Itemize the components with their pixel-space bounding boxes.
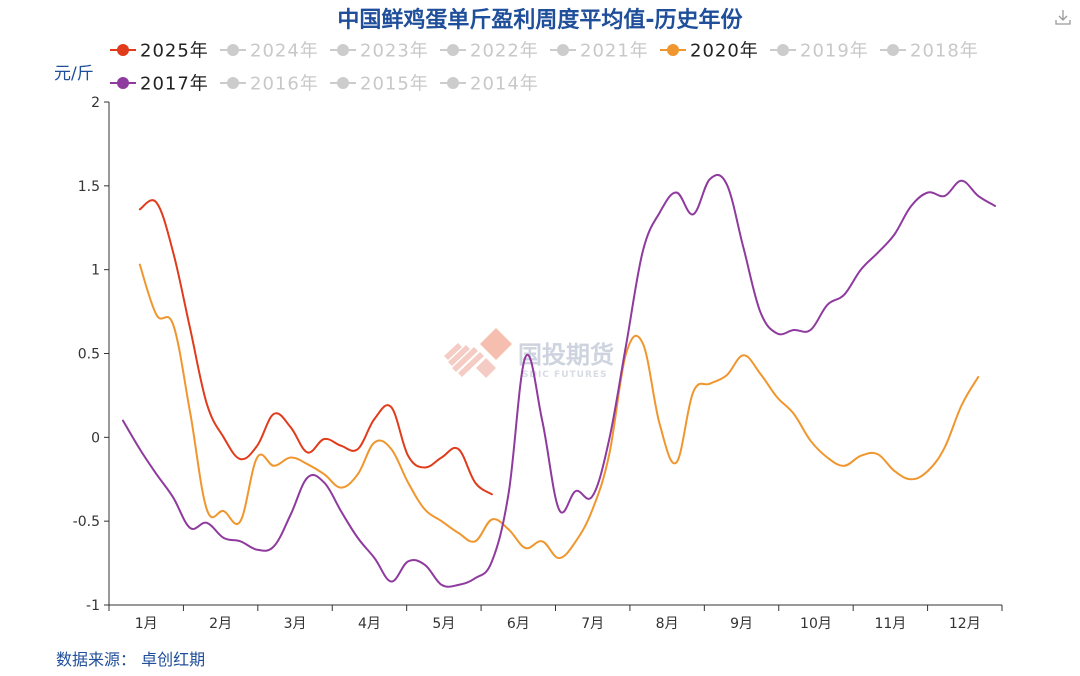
y-axis: -1 -0.5 0 0.5 1 1.5 2 [73,95,110,614]
legend-item[interactable]: 2019年 [770,41,869,62]
y-tick-label: 1.5 [78,179,100,195]
y-tick-label: 0.5 [78,347,100,363]
legend-item[interactable]: 2020年 [660,41,759,62]
legend-item[interactable]: 2022年 [440,41,539,62]
legend-label: 2018年 [910,41,979,62]
x-tick-label: 8月 [656,616,679,632]
legend-marker [667,44,679,56]
legend-marker [337,77,349,89]
x-tick-label: 2月 [209,616,232,632]
x-tick-label: 9月 [730,616,753,632]
series-line-8[interactable] [122,173,996,588]
legend-marker [117,44,129,56]
legend-label: 2023年 [360,41,429,62]
series-layer [122,173,996,588]
legend-marker [227,44,239,56]
x-tick-label: 1月 [135,616,158,632]
legend-item[interactable]: 2015年 [330,74,429,95]
x-tick-label: 6月 [507,616,530,632]
legend-label: 2025年 [140,41,209,62]
legend-marker [227,77,239,89]
legend-item[interactable]: 2014年 [440,74,539,95]
x-tick-label: 10月 [800,616,832,632]
legend-label: 2017年 [140,74,209,95]
series-line-0[interactable] [138,199,493,496]
x-tick-label: 7月 [581,616,604,632]
y-tick-label: 1 [91,263,100,279]
legend-item[interactable]: 2018年 [880,41,979,62]
download-icon-glyph [1055,10,1071,25]
legend-marker [337,44,349,56]
legend-label: 2014年 [470,74,539,95]
legend-marker [887,44,899,56]
y-tick-label: -0.5 [73,514,100,530]
y-axis-label: 元/斤 [54,64,94,84]
legend-label: 2016年 [250,74,319,95]
legend-label: 2019年 [800,41,869,62]
legend-marker [447,44,459,56]
legend-label: 2020年 [690,41,759,62]
series-line-5[interactable] [138,263,980,560]
legend-label: 2022年 [470,41,539,62]
chart-title: 中国鲜鸡蛋单斤盈利周度平均值-历史年份 [337,7,743,33]
x-tick-label: 5月 [432,616,455,632]
legend-marker [777,44,789,56]
legend-label: 2015年 [360,74,429,95]
watermark-brand: 国投期货 [518,341,614,369]
legend-item[interactable]: 2017年 [110,74,209,95]
x-tick-label: 12月 [949,616,981,632]
legend: 2025年 2024年 2023年 2022年 2021年 2020年 2019年 2018年… [110,41,979,95]
source-note: 数据来源： 卓创红期 [56,650,205,669]
legend-item[interactable]: 2016年 [220,74,319,95]
legend-item[interactable]: 2024年 [220,41,319,62]
x-axis: 1月 2月 3月 4月 5月 6月 7月 8月 9月 10月 11月 12月 [108,604,1003,632]
legend-item[interactable]: 2025年 [110,41,209,62]
legend-item[interactable]: 2023年 [330,41,429,62]
legend-item[interactable]: 2021年 [550,41,649,62]
legend-marker [447,77,459,89]
y-tick-label: 0 [91,430,100,446]
x-tick-label: 3月 [284,616,307,632]
y-tick-label: -1 [86,598,100,614]
legend-marker [557,44,569,56]
y-tick-label: 2 [91,95,100,111]
legend-label: 2021年 [580,41,649,62]
legend-label: 2024年 [250,41,319,62]
watermark-mark-icon [444,328,512,378]
x-tick-label: 11月 [874,616,906,632]
download-icon[interactable] [1054,8,1072,26]
watermark-logo: 国投期货 SDIC FUTURES [444,328,614,380]
legend-marker [117,77,129,89]
x-tick-label: 4月 [358,616,381,632]
watermark-brand-sub: SDIC FUTURES [522,370,608,380]
